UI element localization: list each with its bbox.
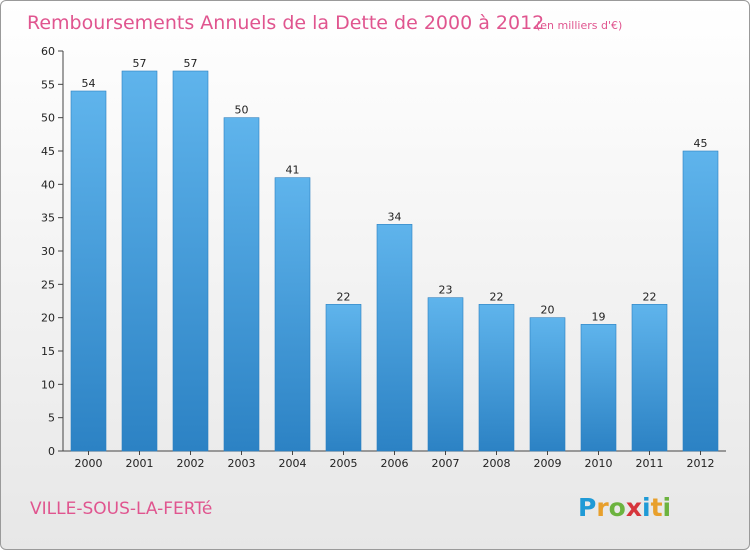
x-tick-label-2010: 2010 [585,457,613,470]
x-tick-label-2011: 2011 [636,457,664,470]
value-label-2000: 54 [82,77,96,90]
value-label-2010: 19 [592,310,606,323]
y-tick-label: 15 [41,345,55,358]
logo-letter: r [596,493,609,522]
y-tick-label: 55 [41,78,55,91]
chart-subtitle: (en milliers d'€) [536,19,622,32]
proxiti-logo: Proxiti [578,493,671,522]
x-tick-label-2009: 2009 [534,457,562,470]
bar-2004 [274,177,311,452]
bar-2008 [478,304,515,452]
x-tick-label-2008: 2008 [483,457,511,470]
x-tick-label-2003: 2003 [228,457,256,470]
logo-letter: i [663,493,672,522]
y-tick-label: 10 [41,378,55,391]
y-tick-label: 40 [41,178,55,191]
x-tick-label-2007: 2007 [432,457,460,470]
y-axis-ticks: 0 5 10 15 20 25 30 35 40 45 50 55 60 [41,45,63,458]
bar-2007 [427,297,464,452]
y-tick-label: 35 [41,212,55,225]
bar-2009 [529,317,566,452]
chart-title: Remboursements Annuels de la Dette de 20… [27,12,544,34]
value-label-2012: 45 [694,137,708,150]
x-tick-label-2006: 2006 [381,457,409,470]
bar-2011 [631,304,668,452]
bar-2010 [580,324,617,452]
logo-letter: o [609,493,626,522]
x-tick-label-2004: 2004 [279,457,307,470]
logo-letter: t [651,493,663,522]
bar-2000 [70,90,107,452]
y-tick-label: 20 [41,312,55,325]
value-label-2005: 22 [337,290,351,303]
value-label-2009: 20 [541,304,555,317]
bar-2001 [121,70,158,452]
value-label-2007: 23 [439,284,453,297]
y-tick-label: 30 [41,245,55,258]
x-tick-label-2001: 2001 [126,457,154,470]
y-tick-label: 50 [41,112,55,125]
bar-2003 [223,117,260,452]
value-label-2008: 22 [490,290,504,303]
logo-letter: x [626,493,642,522]
x-axis-ticks: 2000 2001 2002 2003 2004 2005 2006 2007 2008 2009… [75,451,715,470]
x-tick-label-2002: 2002 [177,457,205,470]
value-label-2011: 22 [643,290,657,303]
bar-2005 [325,304,362,452]
y-tick-label: 0 [48,445,55,458]
bar-2012 [682,150,719,452]
value-label-2001: 57 [133,57,147,70]
logo-letter: i [642,493,651,522]
commune-name: VILLE-SOUS-LA-FERTé [30,499,212,519]
y-tick-label: 60 [41,45,55,58]
x-tick-label-2012: 2012 [687,457,715,470]
bar-2002 [172,70,209,452]
bar-2006 [376,224,413,452]
value-label-2004: 41 [286,164,300,177]
y-tick-label: 5 [48,412,55,425]
y-tick-label: 45 [41,145,55,158]
y-tick-label: 25 [41,278,55,291]
x-tick-label-2000: 2000 [75,457,103,470]
value-label-2006: 34 [388,210,402,223]
logo-letter: P [578,493,596,522]
value-labels: 54 57 57 50 41 22 34 23 22 20 19 22 45 [82,57,708,323]
value-label-2002: 57 [184,57,198,70]
x-tick-label-2005: 2005 [330,457,358,470]
bars [70,70,719,452]
value-label-2003: 50 [235,104,249,117]
